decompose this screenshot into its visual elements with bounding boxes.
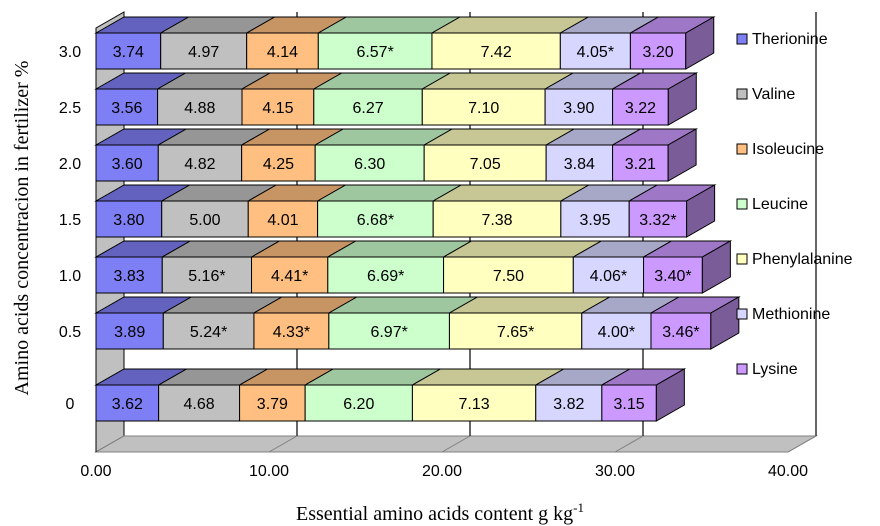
data-label: 3.22 xyxy=(625,100,656,117)
legend-item: Methionine xyxy=(737,306,830,323)
data-label: 3.46* xyxy=(662,324,699,341)
data-label: 3.83 xyxy=(114,268,145,285)
data-label: 3.84 xyxy=(564,156,595,173)
data-label: 4.06* xyxy=(590,268,627,285)
data-label: 4.01 xyxy=(267,212,298,229)
data-label: 3.82 xyxy=(553,396,584,413)
legend-swatch xyxy=(737,144,747,154)
data-label: 6.27 xyxy=(352,100,383,117)
data-label: 3.79 xyxy=(257,396,288,413)
legend-swatch xyxy=(737,89,747,99)
legend-label: Therionine xyxy=(752,31,828,48)
y-tick-label: 2.0 xyxy=(59,156,81,173)
data-label: 3.56 xyxy=(111,100,142,117)
data-label: 7.05 xyxy=(470,156,501,173)
data-label: 3.90 xyxy=(563,100,594,117)
data-label: 4.15 xyxy=(262,100,293,117)
data-label: 4.33* xyxy=(273,324,310,341)
x-tick-label: 0.00 xyxy=(80,463,111,480)
legend-swatch xyxy=(737,254,747,264)
y-axis-title: Amino acids concentracion in fertilizer … xyxy=(11,61,33,396)
data-label: 3.60 xyxy=(112,156,143,173)
x-axis-title-superscript: -1 xyxy=(573,500,584,515)
data-label: 7.13 xyxy=(459,396,490,413)
x-tick-label: 10.00 xyxy=(249,463,289,480)
data-label: 4.41* xyxy=(271,268,308,285)
data-label: 7.10 xyxy=(468,100,499,117)
y-tick-label: 0.5 xyxy=(59,324,81,341)
data-label: 4.14 xyxy=(267,44,298,61)
data-label: 4.97 xyxy=(188,44,219,61)
data-label: 4.68 xyxy=(184,396,215,413)
data-label: 3.40* xyxy=(654,268,691,285)
data-label: 3.15 xyxy=(614,396,645,413)
data-label: 3.74 xyxy=(113,44,144,61)
data-label: 6.69* xyxy=(367,268,404,285)
data-label: 3.89 xyxy=(114,324,145,341)
legend-swatch xyxy=(737,199,747,209)
x-axis-title: Essential amino acids content g kg-1 xyxy=(296,500,584,525)
data-label: 6.97* xyxy=(370,324,407,341)
y-tick-label: 1.5 xyxy=(59,212,81,229)
data-label: 5.00 xyxy=(189,212,220,229)
data-label: 6.30 xyxy=(354,156,385,173)
data-label: 6.20 xyxy=(343,396,374,413)
legend-item: Lysine xyxy=(737,361,798,378)
legend-item: Phenylalanine xyxy=(737,251,853,268)
data-label: 7.38 xyxy=(481,212,512,229)
data-label: 3.95 xyxy=(579,212,610,229)
legend-item: Isoleucine xyxy=(737,141,824,158)
x-tick-label: 20.00 xyxy=(422,463,462,480)
data-label: 4.00* xyxy=(598,324,635,341)
y-tick-label: 1.0 xyxy=(59,268,81,285)
data-label: 4.88 xyxy=(184,100,215,117)
legend-swatch xyxy=(737,364,747,374)
legend-label: Methionine xyxy=(752,306,830,323)
x-tick-label: 30.00 xyxy=(595,463,635,480)
legend-label: Leucine xyxy=(752,196,808,213)
data-label: 7.42 xyxy=(481,44,512,61)
legend-swatch xyxy=(737,309,747,319)
data-label: 3.62 xyxy=(112,396,143,413)
y-tick-label: 3.0 xyxy=(59,44,81,61)
data-label: 3.20 xyxy=(643,44,674,61)
x-tick-label: 40.00 xyxy=(768,463,808,480)
data-label: 3.32* xyxy=(639,212,676,229)
legend-swatch xyxy=(737,34,747,44)
data-label: 4.05* xyxy=(577,44,614,61)
data-label: 3.80 xyxy=(113,212,144,229)
data-label: 3.21 xyxy=(625,156,656,173)
data-label: 7.65* xyxy=(497,324,534,341)
data-label: 5.16* xyxy=(188,268,225,285)
legend-label: Phenylalanine xyxy=(752,251,853,268)
y-tick-label: 0 xyxy=(66,396,75,413)
legend-label: Lysine xyxy=(752,361,798,378)
data-label: 7.50 xyxy=(493,268,524,285)
legend-item: Valine xyxy=(737,86,795,103)
data-label: 4.25 xyxy=(263,156,294,173)
legend-item: Therionine xyxy=(737,31,828,48)
legend-label: Isoleucine xyxy=(752,141,824,158)
y-tick-label: 2.5 xyxy=(59,100,81,117)
data-label: 6.68* xyxy=(357,212,394,229)
legend-label: Valine xyxy=(752,86,795,103)
legend-item: Leucine xyxy=(737,196,808,213)
data-label: 5.24* xyxy=(190,324,227,341)
data-label: 4.82 xyxy=(184,156,215,173)
data-label: 6.57* xyxy=(356,44,393,61)
